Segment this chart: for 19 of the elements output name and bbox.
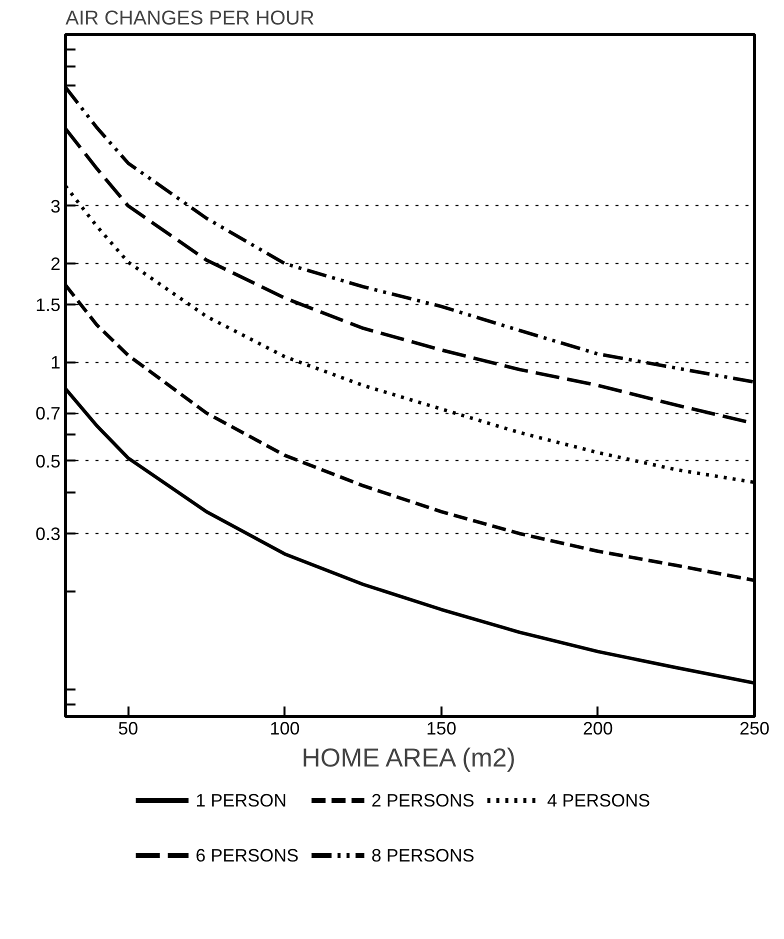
y-tick-label: 0.5 [35, 451, 61, 472]
legend-label: 8 PERSONS [371, 846, 474, 866]
x-tick-label: 250 [739, 718, 770, 738]
legend-label: 1 PERSON [196, 790, 287, 810]
y-tick-label: 3 [50, 196, 61, 216]
x-tick-label: 50 [118, 718, 138, 738]
y-tick-label: 1.5 [35, 295, 61, 316]
y-tick-label: 1 [50, 352, 61, 373]
x-axis-title: HOME AREA (m2) [302, 742, 516, 772]
legend-label: 2 PERSONS [371, 790, 474, 810]
y-tick-label: 2 [50, 254, 61, 274]
y-tick-label: 0.7 [35, 404, 61, 424]
legend-label: 6 PERSONS [196, 846, 299, 866]
x-tick-label: 150 [426, 718, 456, 738]
x-tick-label: 100 [270, 718, 300, 738]
y-tick-label: 0.3 [35, 524, 61, 544]
x-tick-label: 200 [582, 718, 613, 738]
chart-title: AIR CHANGES PER HOUR [66, 8, 314, 30]
legend-label: 4 PERSONS [547, 790, 650, 810]
